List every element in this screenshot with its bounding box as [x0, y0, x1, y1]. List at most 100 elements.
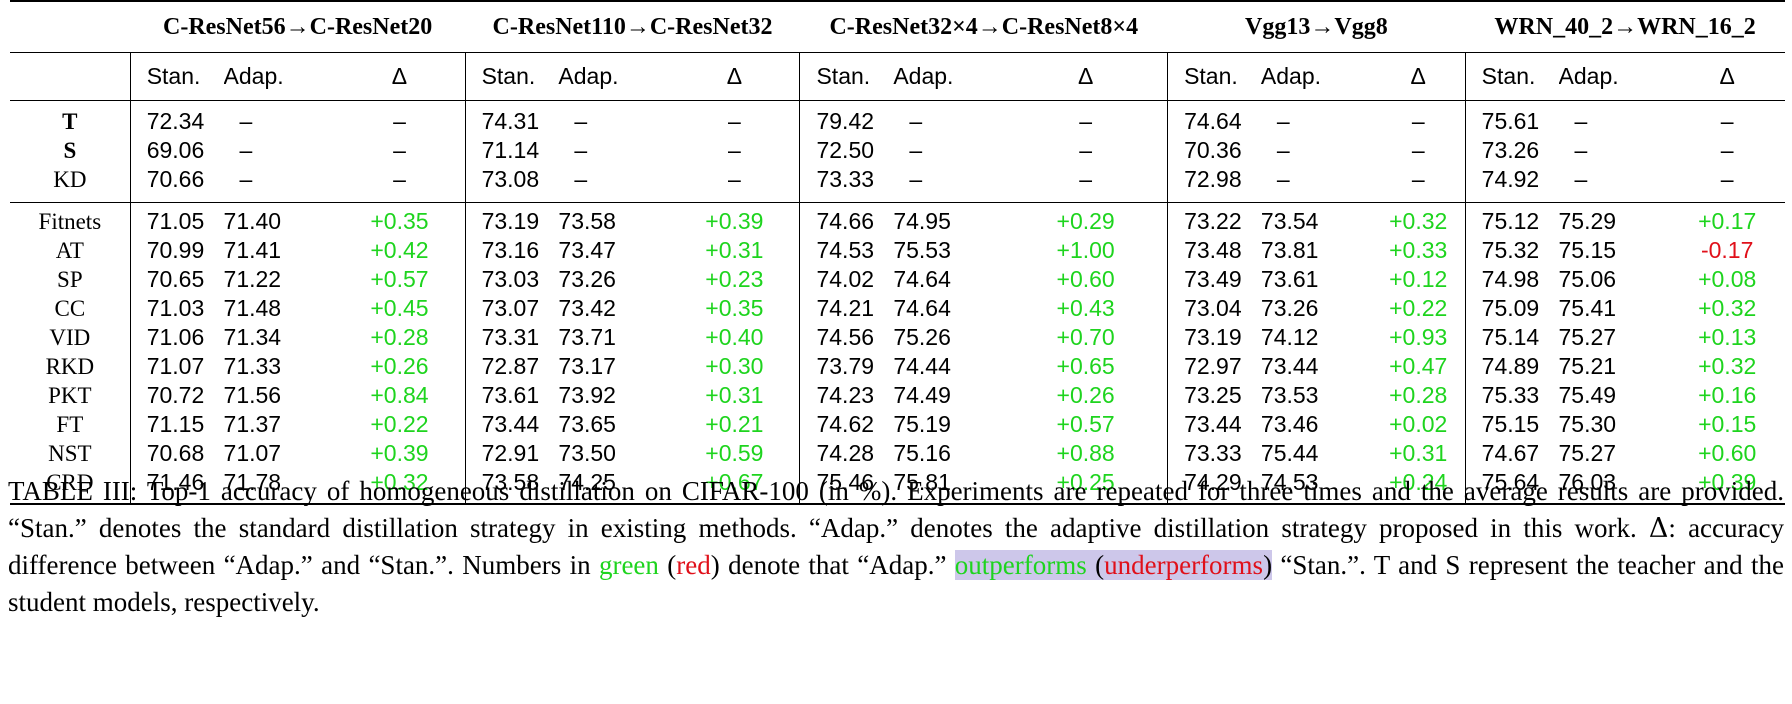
adap-value: 75.16 — [893, 440, 951, 466]
spacer-cell — [10, 194, 131, 203]
table-row: FT 71.15 71.37 +0.22 73.44 73.65 +0.21 74.62 75.… — [10, 410, 1785, 439]
spacer-cell — [464, 100, 559, 107]
adap-value: 73.65 — [558, 411, 616, 437]
adap-value: 73.42 — [558, 295, 616, 321]
delta-value: +0.23 — [705, 266, 764, 292]
method-name: Fitnets — [38, 209, 102, 234]
delta-value: +0.32 — [1389, 208, 1448, 234]
delta-value: +0.59 — [705, 440, 764, 466]
method-name: SP — [57, 267, 83, 292]
stan-value: 70.36 — [1167, 136, 1261, 165]
stan-value: 71.15 — [129, 410, 224, 439]
stan-value: 72.91 — [464, 439, 559, 468]
spacer-row — [10, 100, 1785, 107]
delta-value: +0.65 — [1056, 353, 1115, 379]
spacer-cell — [464, 497, 559, 505]
stan-value: 70.68 — [129, 439, 224, 468]
delta-value: – — [1079, 137, 1093, 163]
caption-text: TABLE III: Top-1 accuracy of homogeneous… — [8, 476, 1784, 543]
delta-value: +1.00 — [1056, 237, 1115, 263]
stan-value: 72.87 — [464, 352, 559, 381]
spacer-cell — [1464, 100, 1559, 107]
spacer-cell — [129, 202, 224, 207]
method-name: AT — [55, 238, 84, 263]
adap-value: 75.49 — [1558, 382, 1617, 408]
delta-value: +0.47 — [1389, 353, 1448, 379]
spacer-cell — [1558, 497, 1670, 505]
stan-value: 74.66 — [799, 207, 894, 236]
table-row: CRD 71.46 71.78 +0.32 73.58 74.25 +0.67 75.46 75… — [10, 468, 1785, 497]
adap-value: 74.95 — [893, 208, 951, 234]
stan-value: 79.42 — [799, 107, 894, 136]
adap-value: 73.54 — [1260, 208, 1319, 234]
adap-value: 71.48 — [223, 295, 282, 321]
delta-value: +0.21 — [705, 411, 764, 437]
adap-value: 73.26 — [1260, 295, 1319, 321]
adap-value: 75.06 — [1558, 266, 1617, 292]
col-header-stan: Stan. — [464, 52, 559, 101]
adap-value: – — [574, 137, 588, 163]
adap-value: 71.33 — [223, 353, 282, 379]
adap-value: 71.78 — [223, 469, 282, 495]
delta-value: – — [1720, 166, 1734, 192]
delta-value: +0.08 — [1698, 266, 1757, 292]
delta-value: +0.15 — [1698, 411, 1757, 437]
delta-value: -0.17 — [1700, 237, 1754, 263]
table-row: RKD 71.07 71.33 +0.26 72.87 73.17 +0.30 73.79 74… — [10, 352, 1785, 381]
adap-value: 75.81 — [893, 469, 951, 495]
group-header: WRN_40_2→WRN_16_2 — [1465, 0, 1785, 53]
caption-green-word: green — [598, 550, 659, 580]
delta-value: – — [727, 137, 741, 163]
delta-value: +0.26 — [370, 353, 429, 379]
method-name: CC — [54, 296, 86, 321]
col-header-delta: Δ — [1371, 52, 1466, 101]
col-header-adap: Adap. — [558, 52, 670, 101]
delta-value: +0.40 — [705, 324, 764, 350]
adap-value: – — [1276, 137, 1290, 163]
stan-value: 71.03 — [129, 294, 224, 323]
delta-value: +0.35 — [705, 295, 764, 321]
sub-header-row: Stan. Adap. Δ Stan. Adap. Δ Stan. Adap. Δ Stan. Ad… — [10, 52, 1785, 101]
spacer-cell — [799, 194, 894, 203]
caption-outperforms: outperforms — [954, 550, 1087, 580]
delta-value: – — [1411, 166, 1425, 192]
spacer-cell — [223, 194, 335, 203]
table-body: T 72.34– –74.31– –79.42– –74.64– –75.61– – S 69.… — [10, 100, 1785, 505]
delta-value: +0.42 — [370, 237, 429, 263]
adap-value: 73.58 — [558, 208, 616, 234]
stan-value: 75.15 — [1464, 410, 1559, 439]
table-row: CC 71.03 71.48 +0.45 73.07 73.42 +0.35 74.21 74.… — [10, 294, 1785, 323]
stan-value: 73.31 — [464, 323, 559, 352]
spacer-cell — [1558, 194, 1670, 203]
adap-value: 76.03 — [1558, 469, 1617, 495]
spacer-cell — [893, 497, 1005, 505]
delta-value: +0.31 — [1389, 440, 1448, 466]
method-name: S — [63, 138, 77, 163]
method-name: T — [62, 109, 78, 134]
adap-value: – — [1574, 108, 1588, 134]
stan-value: 75.09 — [1464, 294, 1559, 323]
stan-value: 73.22 — [1167, 207, 1261, 236]
adap-value: – — [239, 166, 253, 192]
col-header-adap: Adap. — [223, 52, 335, 101]
adap-value: 74.49 — [893, 382, 951, 408]
spacer-cell — [464, 202, 559, 207]
delta-value: – — [1411, 108, 1425, 134]
stan-value: 74.29 — [1167, 468, 1261, 497]
adap-value: 74.64 — [893, 266, 951, 292]
stan-value: 75.14 — [1464, 323, 1559, 352]
adap-value: 73.53 — [1260, 382, 1319, 408]
stan-value: 73.07 — [464, 294, 559, 323]
method-name: RKD — [45, 354, 95, 379]
delta-value: – — [727, 108, 741, 134]
spacer-cell — [129, 194, 224, 203]
stan-value: 69.06 — [129, 136, 224, 165]
results-table-container: C-ResNet56→C-ResNet20 C-ResNet110→C-ResN… — [10, 0, 1785, 505]
delta-value: +0.32 — [370, 469, 429, 495]
stan-value: 74.64 — [1167, 107, 1261, 136]
stan-value: 73.58 — [464, 468, 559, 497]
spacer-cell — [669, 497, 800, 505]
adap-value: 75.21 — [1558, 353, 1617, 379]
delta-value: +0.57 — [370, 266, 429, 292]
method-name: VID — [49, 325, 91, 350]
